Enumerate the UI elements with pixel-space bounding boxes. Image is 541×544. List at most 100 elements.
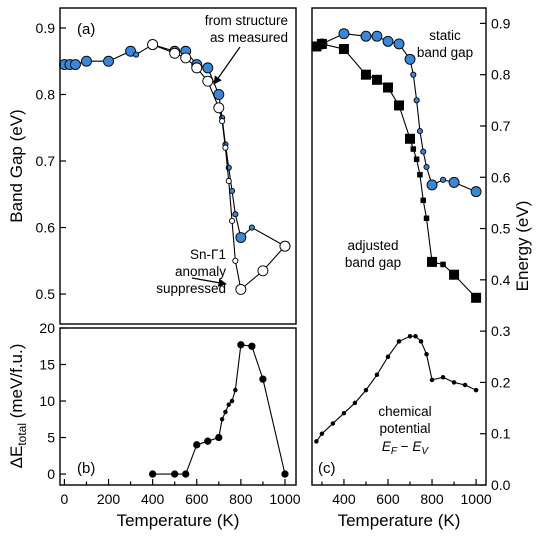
panel-c-series-1-point — [471, 292, 482, 303]
panel-b-series-0-point — [226, 402, 231, 407]
panel-c-x-tick-label: 600 — [376, 491, 400, 507]
chart-band-gap: 0.5 0.6 0.7 0.8 0.9 (a) Band Gap (eV) from s… — [7, 7, 297, 325]
annotation-as-measured: as measured — [210, 30, 288, 45]
panel-b-series-0-point — [204, 437, 212, 445]
panel-c-series-2-point — [473, 387, 479, 393]
panel-a-series-0-line — [64, 43, 286, 247]
panel-c-series-2-point — [413, 334, 418, 339]
panel-c-series-2-point — [424, 351, 429, 357]
panel-b-series-0-point — [171, 470, 179, 478]
arrow-as-measured — [213, 46, 241, 85]
energy-difference-frame — [59, 327, 297, 486]
panel-c-series-2-point — [319, 431, 325, 436]
panel-a-series-0-point — [125, 45, 137, 57]
panel-c-series-1-point — [449, 269, 460, 280]
panel-c-series-1-point — [382, 82, 393, 93]
panel-b-series-0-point — [248, 342, 256, 350]
annotation-static: static — [429, 28, 461, 43]
panel-a-y-tick-label: 0.7 — [36, 153, 56, 169]
panel-c-series-2-point — [462, 382, 468, 388]
annotation-static-band-gap: band gap — [417, 45, 473, 60]
panel-a-series-1-point — [222, 144, 229, 151]
panel-a-series-1-point — [225, 177, 232, 185]
panel-b-y-tick-label: 5 — [47, 430, 55, 446]
panel-c-series-2-point — [341, 410, 347, 416]
panel-c-series-1-point — [420, 197, 426, 204]
panel-c-series-0-point — [382, 35, 394, 47]
panel-c-series-0-point — [413, 97, 420, 104]
panel-b-series-0-point — [219, 417, 225, 422]
energy-frame — [311, 7, 487, 486]
panel-a-series-0-point — [202, 62, 214, 74]
panel-c-series-0-point — [440, 176, 447, 183]
annotation-adjusted-band-gap: band gap — [345, 255, 401, 270]
panel-b-series-0-line — [152, 344, 286, 475]
panel-b-x-tick-label: 800 — [229, 491, 253, 507]
panel-b-y-tick-label: 20 — [39, 320, 55, 336]
panel-b-y-tick-label: 15 — [39, 357, 55, 373]
ev-symbol: E — [412, 439, 422, 454]
annotation-ef-minus-ev: EF − EV — [382, 439, 430, 457]
ev-subscript: V — [421, 446, 429, 457]
panel-c-series-2-point — [407, 334, 413, 339]
panel-c-series-1-point — [427, 256, 438, 267]
panel-c-series-0-point — [470, 186, 482, 198]
panel-b-series-0-point — [259, 375, 267, 383]
panel-a-y-tick-label: 0.5 — [36, 286, 56, 302]
panel-b-series-0-point — [229, 398, 235, 404]
energy-difference-y-axis-label: ΔEtotal (meV/f.u.) — [7, 344, 29, 469]
energy-difference-unit: (meV/f.u.) — [7, 344, 26, 423]
panel-c-series-0-point — [360, 30, 372, 42]
panel-c-series-0-line — [321, 33, 477, 193]
panel-a-y-tick-label: 0.9 — [36, 20, 56, 36]
panel-b-series-0-point — [215, 433, 223, 442]
minus-sign: − — [397, 439, 412, 454]
panel-c-series-0-point — [410, 71, 417, 78]
panel-c-y-tick-label: 0.9 — [491, 15, 511, 31]
panel-c-series-2-point — [440, 375, 446, 380]
panel-b-series-0-point — [237, 341, 245, 349]
panel-a-series-1-point — [213, 102, 225, 114]
panel-c-series-0-point — [338, 28, 350, 40]
ef-symbol: E — [382, 439, 392, 454]
panel-c-y-tick-label: 0.2 — [491, 374, 511, 390]
energy-y-axis-label: Energy (eV) — [513, 201, 532, 292]
arrow-anomaly — [191, 277, 227, 287]
panel-b-x-tick-label: 200 — [97, 491, 121, 507]
panel-c-y-tick-label: 0.5 — [491, 221, 511, 237]
panel-c-series-1-point — [410, 146, 417, 152]
annotation-suppressed: suppressed — [156, 281, 226, 296]
panel-c-x-axis-label: Temperature (K) — [338, 511, 461, 530]
panel-b-series-0-point — [148, 470, 157, 478]
panel-c-series-1-point — [394, 100, 404, 111]
band-gap-plot-area: 0.5 0.6 0.7 0.8 0.9 — [36, 20, 291, 302]
annotation-chemical: chemical — [378, 404, 431, 419]
panel-a-series-0-point — [69, 59, 81, 70]
panel-a-series-1-point — [147, 39, 159, 51]
panel-c-y-tick-label: 0.4 — [491, 272, 511, 288]
panel-c-series-2-point — [330, 421, 336, 426]
panel-c-series-1-point — [417, 171, 423, 178]
panel-c-series-1-point — [338, 44, 349, 55]
annotation-potential: potential — [379, 421, 430, 436]
panel-c-x-tick-label: 800 — [420, 491, 444, 507]
panel-b-label: (b) — [77, 460, 95, 477]
panel-a-series-0-point — [232, 211, 239, 218]
panel-c-y-tick-label: 0.3 — [491, 323, 511, 339]
panel-b-series-0-point — [281, 470, 289, 478]
panel-c-series-2-point — [396, 339, 402, 344]
panel-b-y-tick-label: 0 — [47, 466, 55, 482]
panel-b-series-0-point — [233, 387, 238, 393]
panel-c-series-0-point — [448, 176, 460, 188]
panel-c-series-0-point — [404, 53, 416, 65]
panel-b-x-tick-label: 0 — [61, 491, 69, 507]
panel-b-x-tick-label: 600 — [185, 491, 209, 507]
panel-c-series-0-point — [420, 148, 427, 155]
panel-a-series-1-point — [235, 283, 247, 295]
panel-a-series-0-point — [81, 55, 92, 67]
panel-c-series-0-point — [393, 38, 405, 50]
panel-b-series-0-point — [223, 409, 228, 415]
panel-a-label: (a) — [77, 21, 95, 38]
